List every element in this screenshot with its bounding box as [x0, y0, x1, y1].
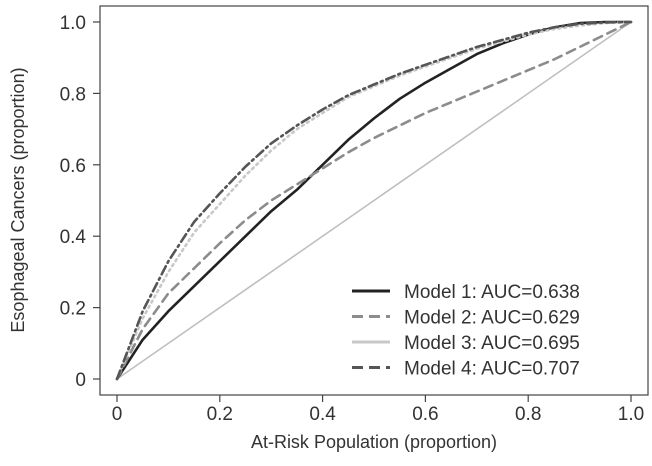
- legend-label-model-4: Model 4: AUC=0.707: [404, 359, 580, 380]
- legend-label-model-2: Model 2: AUC=0.629: [404, 308, 580, 329]
- y-tick-label: 0: [75, 370, 86, 391]
- series-layer: [115, 20, 633, 381]
- y-axis-title: Esophageal Cancers (proportion): [8, 67, 28, 332]
- series-line-model-3: [115, 20, 633, 381]
- x-axis-title: At-Risk Population (proportion): [251, 432, 497, 452]
- legend: Model 1: AUC=0.638 Model 2: AUC=0.629 Mode…: [352, 282, 580, 380]
- y-tick-label: 0.6: [60, 156, 86, 177]
- x-tick-label: 0.4: [309, 404, 336, 425]
- legend-label-model-1: Model 1: AUC=0.638: [404, 282, 580, 303]
- series-line-model-2: [115, 20, 633, 381]
- x-axis: 0 0.2 0.4 0.6 0.8 1.0: [112, 395, 644, 425]
- y-tick-label: 0.2: [60, 299, 86, 320]
- series-line-model-4: [115, 20, 633, 381]
- plot-frame: [99, 5, 649, 396]
- x-tick-label: 0: [112, 404, 123, 425]
- reference-layer: [116, 21, 632, 380]
- x-tick-label: 0.6: [412, 404, 438, 425]
- y-axis: 0 0.2 0.4 0.6 0.8 1.0: [60, 13, 100, 391]
- x-tick-label: 1.0: [618, 404, 644, 425]
- legend-label-model-3: Model 3: AUC=0.695: [404, 333, 580, 354]
- y-tick-label: 0.8: [60, 84, 86, 105]
- x-tick-label: 0.8: [515, 404, 541, 425]
- x-tick-label: 0.2: [207, 404, 233, 425]
- y-tick-label: 1.0: [60, 13, 86, 34]
- reference-diagonal-line: [116, 21, 632, 380]
- y-tick-label: 0.4: [60, 227, 87, 248]
